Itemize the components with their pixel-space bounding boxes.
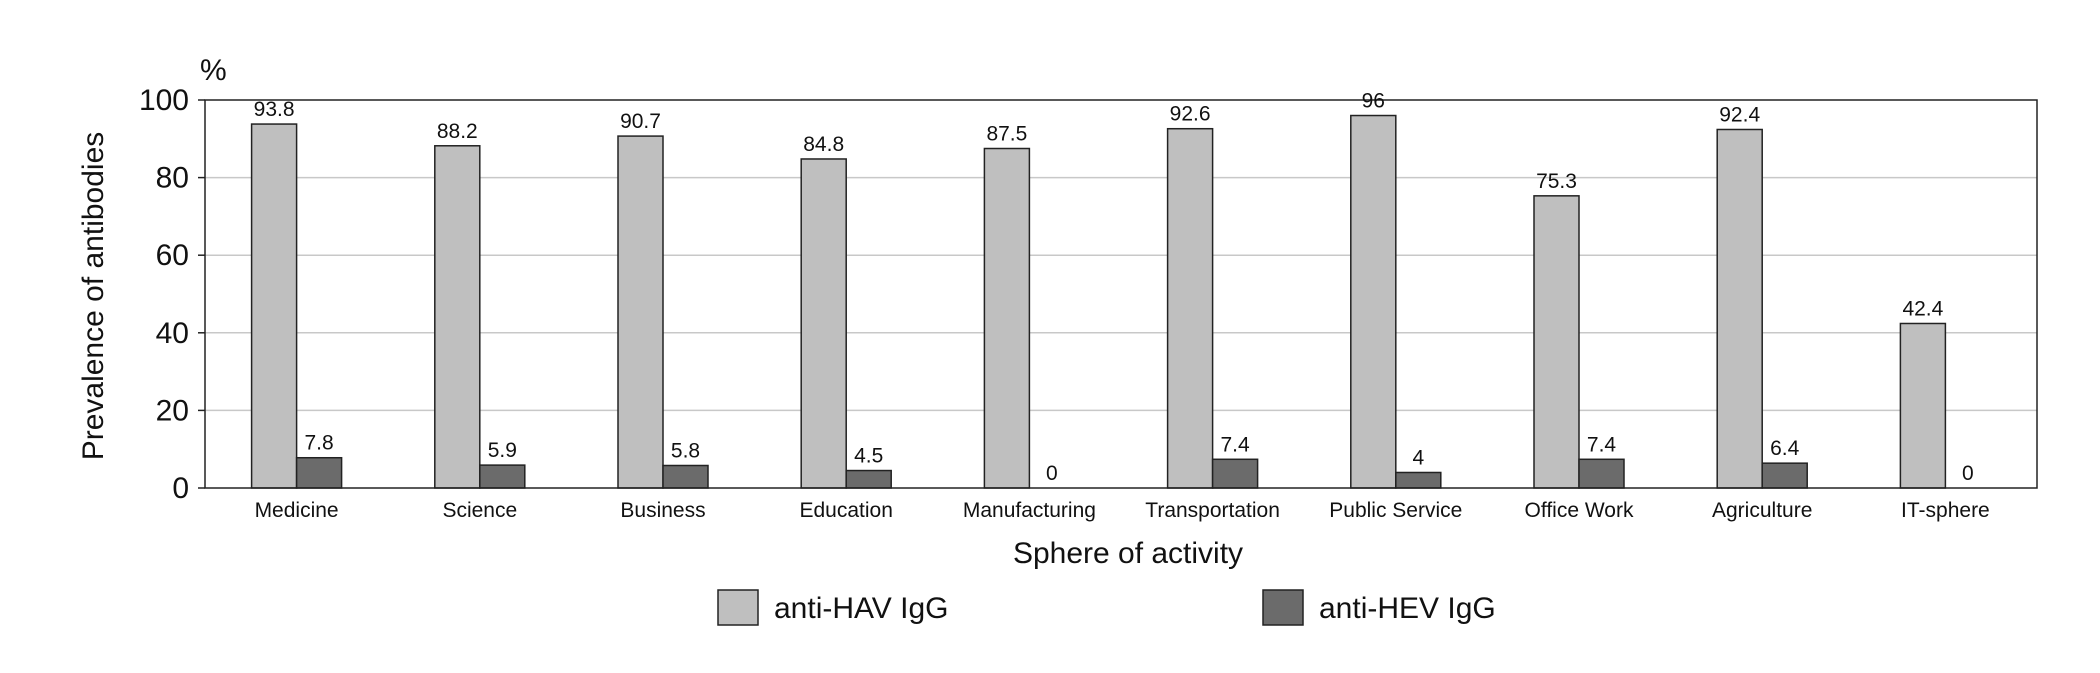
x-tick-label: Public Service	[1329, 499, 1462, 522]
data-label: 87.5	[986, 123, 1027, 146]
x-tick-label: Agriculture	[1712, 499, 1812, 522]
unit-label: %	[200, 54, 227, 87]
legend: anti-HAV IgG anti-HEV IgG	[717, 589, 1496, 626]
data-label: 5.9	[488, 439, 517, 462]
x-tick-label: Manufacturing	[963, 499, 1096, 522]
plot-area-frame	[204, 99, 2038, 489]
bar-anti-hav	[250, 123, 298, 489]
legend-swatch	[1262, 589, 1304, 626]
bar-anti-hev	[1211, 458, 1259, 489]
bar-anti-hev	[295, 456, 343, 489]
bar-anti-hev	[1578, 458, 1625, 489]
bar-anti-hav	[1166, 127, 1214, 489]
y-tick-label: 0	[172, 472, 189, 505]
y-tick-label: 60	[156, 239, 189, 272]
x-tick-label: Business	[620, 499, 705, 522]
data-label: 4	[1412, 446, 1424, 469]
y-axis-title: Prevalence of antibodies	[77, 132, 110, 461]
data-label: 93.8	[254, 98, 295, 121]
bar-anti-hev	[479, 464, 526, 489]
data-label: 0	[1046, 462, 1058, 485]
legend-label: anti-HEV IgG	[1319, 592, 1496, 625]
x-tick-label: Medicine	[255, 499, 339, 522]
bar-anti-hav	[800, 158, 847, 489]
data-label: 92.4	[1719, 103, 1760, 126]
x-tick-label: Office Work	[1525, 499, 1634, 522]
y-tick-label: 100	[139, 84, 189, 117]
data-label: 7.4	[1220, 433, 1250, 456]
data-label: 4.5	[854, 445, 883, 468]
data-label: 7.8	[304, 432, 333, 455]
y-tick-label: 40	[156, 317, 189, 350]
data-label: 6.4	[1770, 437, 1800, 460]
data-label: 0	[1962, 462, 1974, 485]
bar-anti-hav	[1899, 322, 1947, 489]
bar-anti-hav	[1716, 128, 1763, 489]
x-tick-label: IT-sphere	[1901, 499, 1990, 522]
bar-anti-hav	[1533, 195, 1580, 489]
x-tick-label: Education	[799, 499, 892, 522]
bar-anti-hev	[662, 464, 709, 489]
bar-anti-hev	[1761, 462, 1808, 489]
bar-anti-hav	[983, 147, 1031, 489]
legend-label: anti-HAV IgG	[774, 592, 949, 625]
x-axis-ticks: Medicine Science Business Education Manufact…	[255, 499, 1990, 522]
bars	[250, 114, 1947, 489]
x-tick-label: Transportation	[1145, 499, 1280, 522]
y-tick-label: 20	[156, 394, 189, 427]
data-label: 75.3	[1536, 170, 1577, 193]
bar-anti-hav	[1350, 114, 1397, 489]
data-label: 5.8	[671, 439, 700, 462]
x-tick-label: Science	[442, 499, 517, 522]
data-label: 90.7	[620, 110, 661, 133]
x-axis-title: Sphere of activity	[1013, 537, 1243, 570]
legend-swatch	[717, 589, 759, 626]
data-labels: 93.8 7.8 88.2 5.9 90.7 5.8 84.8 4.5 87.5 0 92.6 7.4…	[254, 90, 1974, 485]
y-tick-label: 80	[156, 162, 189, 195]
y-axis-ticks: 0 20 40 60 80 100	[139, 84, 205, 505]
data-label: 84.8	[803, 133, 844, 156]
bar-anti-hev	[845, 469, 892, 489]
data-label: 42.4	[1902, 297, 1943, 320]
bar-anti-hav	[617, 135, 664, 489]
data-label: 96	[1362, 90, 1385, 113]
data-label: 7.4	[1587, 433, 1617, 456]
data-label: 92.6	[1170, 103, 1211, 126]
bar-anti-hev	[1395, 471, 1442, 489]
bar-anti-hav	[434, 145, 481, 489]
data-label: 88.2	[437, 120, 478, 143]
